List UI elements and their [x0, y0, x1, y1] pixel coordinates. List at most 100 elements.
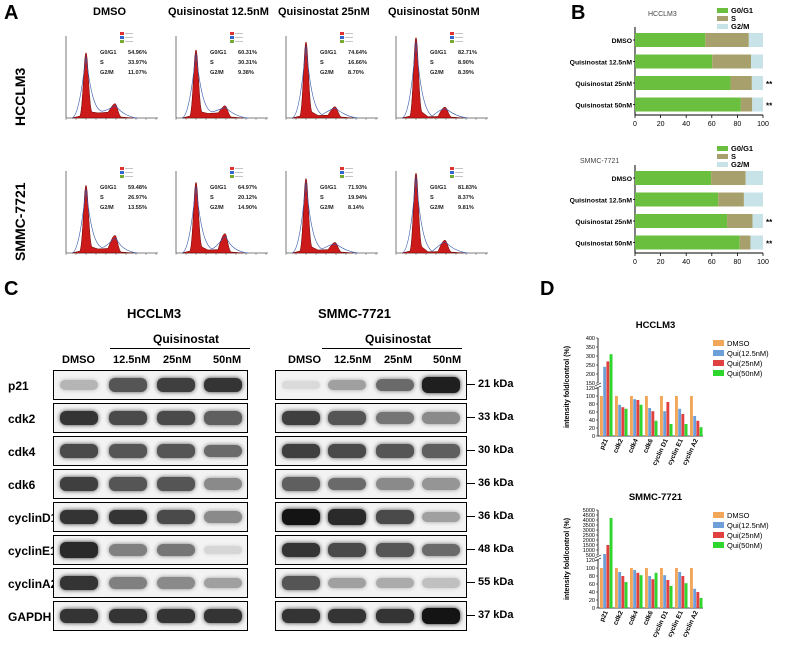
stacked-bar-segment	[727, 214, 753, 228]
x-tick-label: 20	[657, 259, 665, 266]
bar	[603, 366, 607, 436]
lane-label-left: DMSO	[62, 354, 95, 366]
blot-band	[60, 444, 98, 458]
legend-swatch	[717, 146, 728, 151]
protein-label: GAPDH	[8, 610, 52, 624]
stat-value: 20.12%	[238, 195, 257, 201]
stat-label: G2/M	[210, 70, 224, 76]
blot-band	[422, 608, 460, 624]
panel-letter-a: A	[4, 2, 19, 24]
bar	[681, 414, 685, 436]
category-label: Quisinostat 25nM	[575, 81, 632, 88]
blot-band	[328, 444, 366, 458]
legend-label: Qui(50nM)	[727, 541, 763, 550]
stacked-bar-segment	[711, 171, 746, 185]
bar	[639, 575, 643, 608]
category-label: Quisinostat 25nM	[575, 219, 632, 226]
bar	[630, 568, 633, 608]
blot-band	[60, 410, 98, 426]
bar	[699, 598, 703, 608]
y-tick-label: 4000	[583, 518, 595, 524]
y-tick-label: 350	[586, 345, 595, 351]
significance-mark: **	[766, 240, 773, 249]
bar	[618, 572, 622, 608]
blot-band	[376, 478, 414, 490]
chart-title: SMMC-7721	[629, 492, 683, 503]
flow-histogram: G0/G1 71.93% S 19.94% G2/M 8.14%	[285, 167, 378, 255]
protein-label: cdk4	[8, 445, 36, 459]
legend-label: DMSO	[727, 511, 750, 520]
legend-swatch	[717, 8, 728, 13]
legend-swatch	[713, 340, 724, 346]
bar	[684, 583, 688, 608]
stat-label: S	[320, 60, 324, 66]
bar	[693, 588, 697, 608]
blot-band	[328, 543, 366, 557]
x-tick-label: 60	[708, 121, 716, 128]
bar	[636, 400, 640, 436]
histogram-peak	[181, 182, 244, 254]
stat-label: G2/M	[430, 70, 444, 76]
bar	[615, 568, 618, 608]
legend-label: Qui(12.5nM)	[727, 349, 769, 358]
stat-label: G0/G1	[210, 185, 226, 191]
stacked-bar-segment	[752, 214, 764, 228]
stat-label: G2/M	[100, 70, 114, 76]
blot-band	[376, 378, 414, 392]
bar	[690, 396, 693, 436]
stacked-bar-segment	[750, 54, 763, 69]
stat-label: G0/G1	[100, 50, 116, 56]
y-tick-label: 20	[589, 598, 595, 604]
bar	[606, 545, 610, 608]
histogram-column-title: Quisinostat 25nM	[278, 6, 370, 18]
blot-band	[328, 379, 366, 391]
blot-band	[282, 608, 320, 624]
kda-label: 37 kDa	[478, 609, 514, 621]
legend-label: Qui(12.5nM)	[727, 521, 769, 530]
bar	[648, 408, 652, 436]
bar	[651, 411, 655, 436]
stat-label: S	[320, 195, 324, 201]
category-label: cdk4	[627, 610, 640, 627]
histogram-row-label: HCCLM3	[12, 67, 28, 126]
blot-band	[376, 543, 414, 557]
stat-value: 9.81%	[458, 205, 474, 211]
category-label: p21	[599, 610, 610, 623]
blot-band	[204, 511, 242, 523]
legend-label: G2/M	[731, 160, 749, 169]
x-tick-label: 40	[682, 259, 690, 266]
bar	[663, 575, 667, 608]
bar	[693, 416, 697, 436]
category-label: Quisinostat 12.5nM	[570, 198, 633, 205]
y-tick-label: 1500	[583, 543, 595, 549]
stat-value: 74.64%	[348, 50, 367, 56]
blot-strip-left	[53, 469, 248, 499]
blot-band	[422, 578, 460, 588]
panel-letter-b: B	[571, 2, 586, 24]
blot-band	[328, 608, 366, 624]
stacked-bar-segment	[752, 97, 763, 112]
y-tick-label: 100	[586, 566, 595, 572]
blot-band	[282, 380, 320, 390]
y-tick-label: 2000	[583, 538, 595, 544]
stacked-bar-segment	[748, 33, 763, 47]
bar	[669, 586, 673, 608]
kda-tick	[467, 582, 475, 583]
bar	[609, 518, 613, 608]
legend-label: Qui(25nM)	[727, 359, 763, 368]
y-tick-label: 1000	[583, 548, 595, 554]
x-tick-label: 100	[757, 259, 769, 266]
bar	[636, 572, 640, 608]
legend-label: Qui(25nM)	[727, 531, 763, 540]
blot-band	[422, 412, 460, 424]
lane-label-left: 12.5nM	[113, 354, 151, 366]
stat-label: G2/M	[100, 205, 114, 211]
bar	[609, 354, 613, 436]
y-tick-label: 300	[586, 354, 595, 360]
legend-swatch	[717, 16, 728, 21]
blot-band	[109, 411, 147, 425]
flow-histogram: G0/G1 59.48% S 26.97% G2/M 13.55%	[65, 167, 158, 255]
stacked-bar-segment	[740, 97, 753, 112]
stat-label: G0/G1	[210, 50, 226, 56]
blot-band	[422, 377, 460, 393]
